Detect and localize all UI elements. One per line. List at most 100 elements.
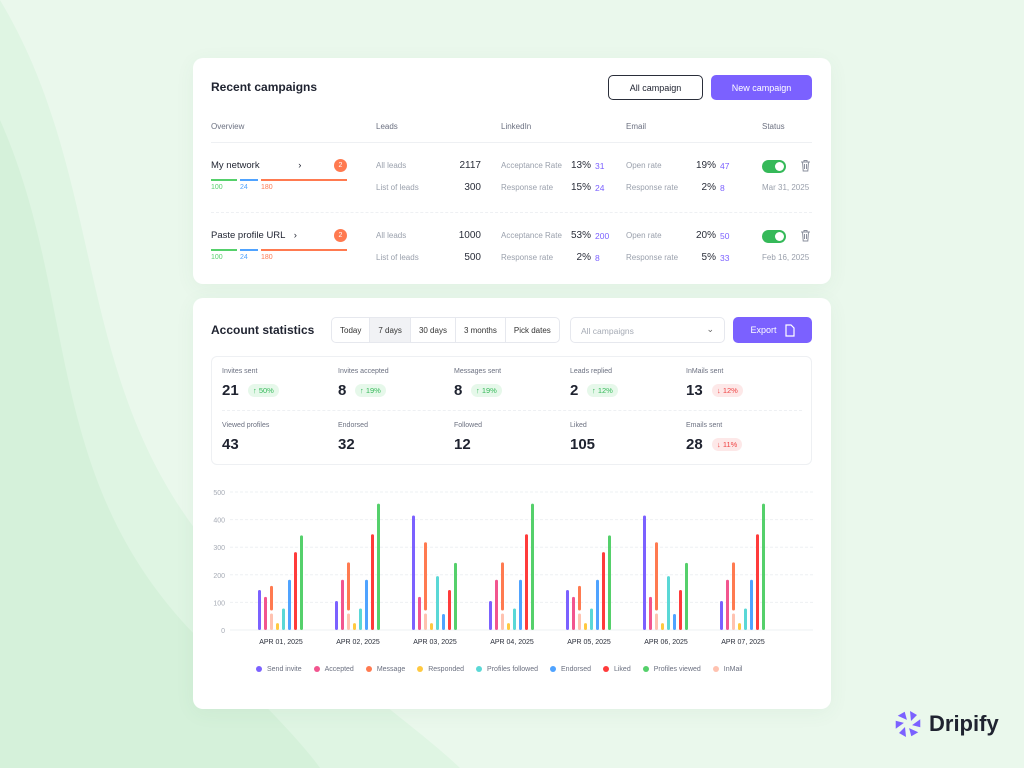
bar-endorsed (442, 613, 445, 630)
chevron-down-icon: ⌄ (706, 324, 714, 334)
bar-profiles-followed (667, 576, 670, 630)
legend-label: Profiles viewed (653, 666, 701, 673)
arrow-down-icon: ↓ (717, 440, 721, 449)
bar-profiles-viewed (531, 503, 534, 630)
legend-dot-icon (417, 666, 424, 672)
divider (211, 212, 812, 213)
bar-liked (756, 534, 759, 630)
range-30-days[interactable]: 30 days (411, 318, 456, 342)
campaign-select[interactable]: All campaigns ⌄ (570, 317, 725, 343)
bar-profiles-viewed (377, 503, 380, 630)
trash-icon[interactable] (800, 229, 811, 242)
legend-label: InMail (723, 666, 743, 673)
bar-responded (276, 623, 279, 630)
bar-message (347, 562, 350, 611)
stat-label: Invites sent (222, 368, 258, 375)
bar-accepted (418, 596, 421, 630)
campaign-name-link[interactable]: My network › (211, 160, 301, 171)
legend-dot-icon (642, 666, 649, 672)
progress-bar-blue (240, 179, 258, 181)
bar-inmail (732, 613, 735, 630)
bar-liked (448, 589, 451, 630)
range-pick-dates[interactable]: Pick dates (513, 325, 551, 335)
arrow-down-icon: ↓ (717, 386, 721, 395)
range-today[interactable]: Today (332, 318, 371, 342)
leads-label: List of leads (376, 183, 419, 192)
progress-bar-blue (240, 249, 258, 251)
linkedin-label: Response rate (501, 183, 554, 192)
y-tick-label: 300 (213, 545, 225, 552)
status-toggle[interactable] (762, 160, 786, 173)
bar-value-orange: 180 (261, 254, 273, 261)
legend-dot-icon (602, 666, 609, 672)
stat-value: 13 (686, 382, 703, 399)
linkedin-count: 31 (595, 161, 605, 171)
stat-label: Liked (570, 422, 587, 429)
recent-campaigns-title: Recent campaigns (211, 80, 318, 94)
stat-change-badge: ↑ 50% (248, 384, 279, 397)
stat-change: 12% (722, 386, 738, 395)
linkedin-pct: 2% (576, 252, 591, 263)
linkedin-count: 200 (595, 231, 610, 241)
email-label: Response rate (626, 253, 679, 262)
bar-message (578, 585, 581, 611)
all-campaign-button[interactable]: All campaign (608, 75, 703, 100)
campaign-name: Paste profile URL (211, 230, 286, 241)
email-label: Response rate (626, 183, 679, 192)
stat-change: 19% (365, 386, 381, 395)
email-label: Open rate (626, 231, 662, 240)
leads-value: 1000 (458, 230, 481, 241)
email-pct: 20% (695, 230, 716, 241)
stat-value: 8 (454, 382, 463, 399)
stat-change: 50% (258, 386, 274, 395)
legend-item: Liked (602, 666, 631, 673)
stats-panel (211, 356, 812, 465)
campaign-select-placeholder: All campaigns (581, 326, 634, 336)
range-3-months[interactable]: 3 months (456, 318, 506, 342)
bar-send-invite (720, 601, 723, 630)
bar-value-green: 100 (211, 184, 223, 191)
bar-endorsed (519, 579, 522, 630)
bar-profiles-followed (359, 608, 362, 630)
legend-item: Endorsed (550, 666, 591, 673)
email-pct: 5% (701, 252, 716, 263)
legend-dot-icon (476, 666, 483, 672)
bar-value-green: 100 (211, 254, 223, 261)
bar-send-invite (412, 515, 415, 630)
stat-change-badge: ↑ 12% (587, 384, 618, 397)
date-range-selector: Today 7 days 30 days 3 months Pick dates (331, 317, 560, 343)
x-tick-label: APR 05, 2025 (567, 639, 611, 646)
linkedin-label: Acceptance Rate (501, 231, 562, 240)
progress-bar-orange (261, 179, 347, 181)
trash-icon[interactable] (800, 159, 811, 172)
stat-label: Endorsed (338, 422, 368, 429)
x-tick-label: APR 02, 2025 (336, 639, 380, 646)
status-toggle[interactable] (762, 230, 786, 243)
stat-value: 43 (222, 436, 239, 453)
bar-endorsed (288, 579, 291, 630)
new-campaign-button[interactable]: New campaign (711, 75, 812, 100)
x-tick-label: APR 01, 2025 (259, 639, 303, 646)
bar-profiles-followed (282, 608, 285, 630)
bar-endorsed (365, 579, 368, 630)
bar-send-invite (335, 601, 338, 630)
linkedin-pct: 15% (570, 182, 591, 193)
range-7-days[interactable]: 7 days (370, 318, 411, 342)
export-button[interactable]: Export (733, 317, 812, 343)
account-statistics-card (193, 298, 831, 709)
email-pct: 19% (695, 160, 716, 171)
leads-value: 500 (464, 252, 481, 263)
legend-dot-icon (550, 666, 557, 672)
notification-badge: 2 (334, 229, 347, 242)
y-tick-label: 0 (221, 628, 225, 635)
stat-label: Leads replied (570, 368, 613, 375)
leads-value: 300 (464, 182, 481, 193)
stat-label: Viewed profiles (222, 422, 270, 429)
chart-legend: Send invite Accepted Message Responded Profi… (256, 666, 742, 673)
campaign-name-link[interactable]: Paste profile URL › (211, 230, 297, 241)
stat-value: 12 (454, 436, 471, 453)
linkedin-count: 24 (595, 183, 605, 193)
campaign-name: My network (211, 160, 260, 171)
bar-message (424, 542, 427, 611)
stat-label: Messages sent (454, 368, 502, 375)
